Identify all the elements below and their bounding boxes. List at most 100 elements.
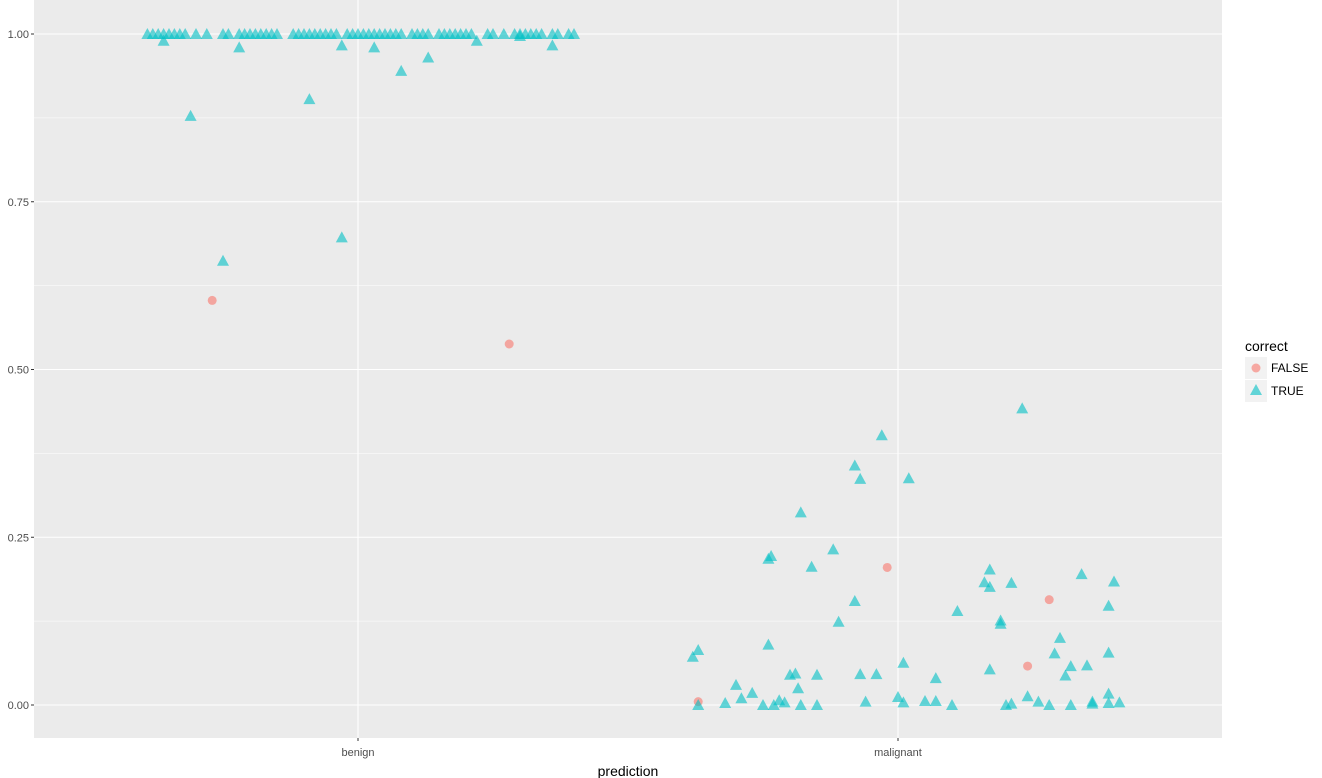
point-true: [487, 28, 499, 39]
x-axis: benign malignant: [341, 738, 922, 759]
point-true: [794, 506, 807, 518]
legend-label-true: TRUE: [1271, 384, 1304, 398]
point-true: [1102, 646, 1115, 658]
point-true: [233, 41, 246, 53]
point-true: [854, 472, 867, 484]
point-true: [1048, 647, 1061, 659]
point-true: [692, 643, 705, 655]
data-points: [141, 28, 1126, 710]
point-true: [1075, 568, 1088, 580]
point-true: [271, 28, 283, 39]
point-true: [568, 28, 580, 39]
point-true: [983, 580, 996, 592]
point-true: [497, 28, 510, 39]
point-true: [1054, 631, 1066, 643]
legend-title: correct: [1245, 338, 1288, 354]
y-tick-label: 0.25: [8, 532, 29, 544]
point-true: [789, 667, 802, 679]
point-true: [994, 617, 1007, 629]
point-true: [1102, 599, 1115, 611]
point-true: [757, 699, 769, 710]
point-false: [207, 295, 217, 305]
point-true: [811, 668, 823, 680]
point-true: [792, 682, 805, 694]
point-true: [730, 678, 742, 690]
point-true: [854, 668, 867, 680]
point-true: [551, 28, 564, 39]
point-true: [1059, 669, 1072, 681]
point-true: [1021, 690, 1034, 702]
point-true: [1064, 699, 1077, 710]
point-true: [157, 34, 170, 46]
y-tick-label: 0.50: [8, 365, 29, 377]
point-true: [1102, 687, 1115, 699]
point-true: [200, 28, 213, 39]
point-true: [179, 28, 192, 39]
point-true: [217, 254, 229, 266]
point-true: [805, 560, 818, 572]
legend-label-false: FALSE: [1271, 361, 1308, 375]
point-true: [470, 34, 483, 46]
point-true: [1043, 699, 1056, 710]
point-true: [692, 699, 705, 710]
point-true: [946, 699, 958, 710]
y-axis: 0.00 0.25 0.50 0.75 1.00: [8, 29, 34, 712]
grid-lines: [34, 0, 1222, 738]
x-tick-label: benign: [341, 747, 374, 759]
point-true: [535, 28, 548, 39]
point-true: [870, 668, 883, 680]
point-true: [848, 594, 861, 606]
point-true: [719, 696, 732, 708]
x-tick-label: malignant: [874, 747, 922, 759]
legend: correct FALSE TRUE: [1245, 338, 1308, 402]
point-true: [1032, 695, 1045, 707]
point-true: [919, 694, 931, 706]
point-true: [859, 695, 872, 707]
point-false: [1044, 595, 1054, 605]
point-true: [848, 459, 861, 471]
point-true: [335, 39, 348, 51]
legend-false-marker: [1251, 363, 1261, 373]
point-true: [983, 663, 996, 675]
point-true: [1016, 402, 1029, 414]
point-true: [929, 694, 942, 706]
point-true: [897, 696, 910, 708]
point-true: [794, 699, 807, 710]
point-true: [951, 605, 964, 617]
point-true: [735, 692, 748, 704]
point-true: [929, 672, 942, 684]
point-true: [983, 563, 996, 575]
point-true: [395, 28, 408, 39]
point-false: [504, 339, 514, 349]
point-true: [902, 472, 915, 484]
point-true: [1086, 697, 1099, 709]
point-true: [303, 93, 316, 105]
x-axis-title: prediction: [598, 763, 659, 778]
point-true: [978, 576, 991, 588]
point-true: [811, 699, 823, 710]
point-true: [1064, 660, 1077, 672]
point-true: [514, 30, 526, 42]
point-true: [335, 231, 348, 243]
point-true: [1108, 575, 1120, 587]
point-true: [465, 28, 478, 39]
point-false: [1023, 661, 1033, 671]
point-true: [892, 690, 904, 702]
point-true: [1005, 576, 1018, 588]
point-true: [1005, 697, 1018, 709]
point-false: [882, 562, 892, 572]
point-true: [395, 64, 408, 76]
legend-true-marker: [1250, 384, 1262, 395]
point-true: [746, 686, 759, 698]
point-true: [422, 51, 435, 63]
point-true: [368, 41, 381, 53]
y-tick-label: 0.75: [8, 197, 29, 209]
point-true: [897, 656, 910, 668]
point-true: [1081, 659, 1093, 671]
point-true: [1102, 696, 1115, 708]
point-true: [827, 543, 840, 555]
point-true: [875, 429, 888, 441]
point-true: [1113, 696, 1126, 708]
point-true: [422, 28, 435, 39]
